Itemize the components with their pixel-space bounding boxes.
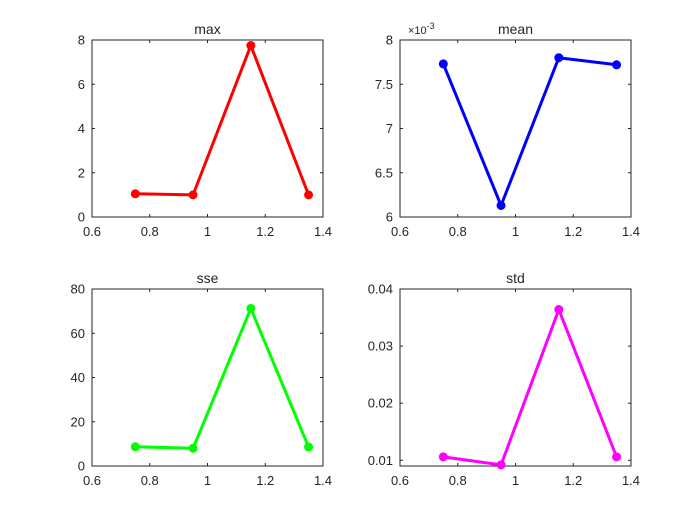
data-point — [612, 60, 622, 70]
data-point — [304, 190, 314, 200]
exponent-base: ×10 — [408, 25, 427, 37]
x-tick-label: 0.8 — [141, 473, 159, 488]
x-tick-label: 0.6 — [391, 473, 409, 488]
x-tick-label: 0.8 — [449, 473, 467, 488]
x-tick-label: 0.6 — [83, 473, 101, 488]
data-point — [130, 189, 140, 199]
y-tick-label: 8 — [78, 33, 85, 48]
subplot-mean: 0.6 0.8 1 1.2 1.4 6 6.5 7 7.5 8 ×10-3 mean — [375, 21, 640, 239]
data-point — [246, 303, 256, 313]
y-tick-label: 0.02 — [368, 396, 393, 411]
x-tick-label: 1.4 — [622, 473, 640, 488]
y-tick-label: 20 — [71, 414, 85, 429]
y-tick-label: 0.01 — [368, 453, 393, 468]
y-tick-label: 7 — [386, 121, 393, 136]
data-point — [496, 460, 506, 470]
y-tick-label: 60 — [71, 326, 85, 341]
subplot-sse: 0.6 0.8 1 1.2 1.4 0 20 40 60 80 sse — [71, 270, 333, 488]
subplot-title: max — [194, 21, 220, 37]
y-tick-label: 6 — [386, 210, 393, 225]
axes-box — [399, 39, 632, 218]
data-point — [130, 442, 140, 452]
series-line — [441, 56, 619, 207]
x-tick-label: 0.6 — [83, 224, 101, 239]
y-tick-label: 40 — [71, 370, 85, 385]
x-tick-label: 1.4 — [314, 224, 332, 239]
x-tick-label: 1.2 — [256, 473, 274, 488]
data-point — [188, 190, 198, 200]
y-tick-label: 8 — [386, 33, 393, 48]
x-tick-label: 0.8 — [141, 224, 159, 239]
data-point — [438, 452, 448, 462]
x-tick-label: 0.8 — [449, 224, 467, 239]
y-tick-label: 0.04 — [368, 282, 393, 297]
y-tick-label: 4 — [78, 121, 85, 136]
y-tick-label: 2 — [78, 165, 85, 180]
y-tick-label: 7.5 — [375, 77, 393, 92]
series-line — [133, 44, 311, 197]
data-point — [246, 41, 256, 51]
axes-box — [91, 288, 324, 467]
axes-box — [91, 39, 324, 218]
x-tick-label: 1.4 — [314, 473, 332, 488]
data-point — [438, 59, 448, 69]
y-exponent-label: ×10-3 — [408, 21, 435, 37]
x-tick-label: 1 — [204, 224, 211, 239]
data-point — [554, 53, 564, 63]
data-point — [612, 452, 622, 462]
subplot-title: sse — [197, 270, 219, 286]
data-point — [304, 442, 314, 452]
x-tick-label: 1.4 — [622, 224, 640, 239]
data-point — [188, 443, 198, 453]
x-tick-label: 1 — [512, 473, 519, 488]
subplot-title: mean — [498, 21, 533, 37]
y-tick-label: 0.03 — [368, 339, 393, 354]
x-tick-label: 1.2 — [564, 224, 582, 239]
subplot-std: 0.6 0.8 1 1.2 1.4 0.01 0.02 0.03 0.04 std — [368, 270, 640, 488]
subplot-title: std — [506, 270, 525, 286]
y-tick-label: 80 — [71, 282, 85, 297]
x-tick-label: 1.2 — [256, 224, 274, 239]
series-line — [441, 308, 619, 467]
series-line — [133, 306, 311, 450]
axes-box — [399, 288, 632, 467]
exponent-power: -3 — [427, 21, 435, 31]
y-tick-label: 6.5 — [375, 165, 393, 180]
data-point — [496, 200, 506, 210]
x-tick-label: 1 — [512, 224, 519, 239]
y-tick-label: 0 — [78, 459, 85, 474]
data-point — [554, 305, 564, 315]
y-tick-label: 0 — [78, 210, 85, 225]
x-tick-label: 0.6 — [391, 224, 409, 239]
subplots-container: 0.6 0.8 1 1.2 1.4 0 2 4 6 8 max 0.6 0.8 1 1.2 1.4 6 6.5 7 7… — [71, 21, 641, 488]
x-tick-label: 1 — [204, 473, 211, 488]
subplot-max: 0.6 0.8 1 1.2 1.4 0 2 4 6 8 max — [78, 21, 332, 239]
x-tick-label: 1.2 — [564, 473, 582, 488]
y-tick-label: 6 — [78, 77, 85, 92]
